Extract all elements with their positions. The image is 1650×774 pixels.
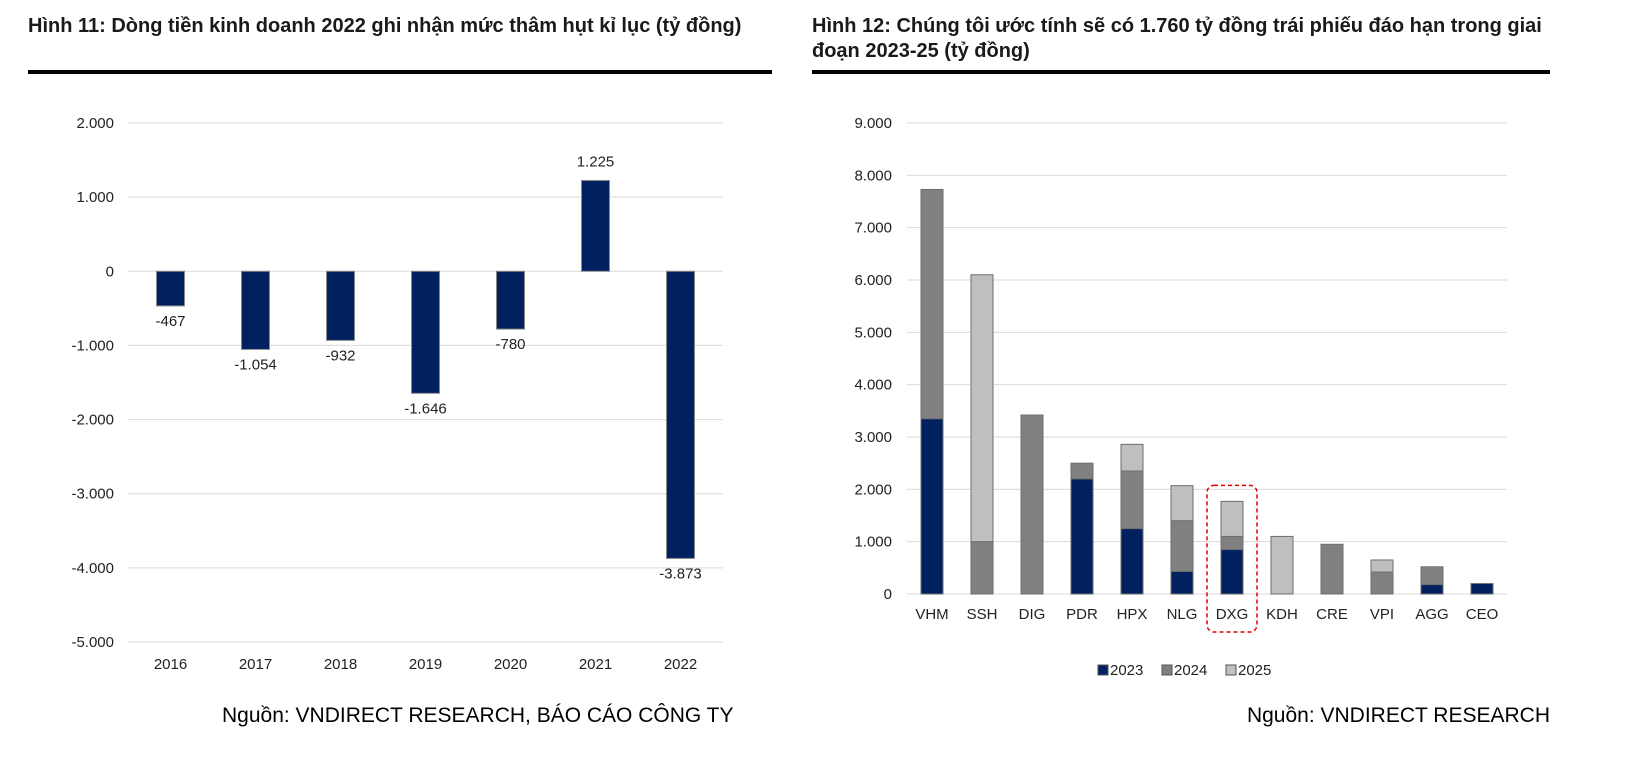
data-label: -1.646 xyxy=(404,400,447,417)
legend-swatch xyxy=(1225,664,1237,676)
y-tick-label: -3.000 xyxy=(71,486,114,503)
highlight-box xyxy=(1206,484,1258,633)
bar-segment-2025 xyxy=(970,274,994,543)
bar-segment-2024 xyxy=(1070,462,1094,480)
figure-12-title-rule xyxy=(812,70,1550,74)
x-tick-label: DXG xyxy=(1216,606,1249,623)
bar-segment-2025 xyxy=(1270,535,1294,595)
bar-segment-2023 xyxy=(1220,549,1244,595)
x-tick-label: HPX xyxy=(1117,606,1148,623)
y-tick-label: -2.000 xyxy=(71,412,114,429)
x-tick-label: KDH xyxy=(1266,606,1298,623)
y-tick-label: 9.000 xyxy=(854,115,892,132)
bar xyxy=(326,270,355,341)
x-tick-label: PDR xyxy=(1066,606,1098,623)
y-tick-label: 4.000 xyxy=(854,377,892,394)
data-label: -467 xyxy=(155,313,185,330)
y-tick-label: -4.000 xyxy=(71,560,114,577)
bar-segment-2024 xyxy=(1220,535,1244,551)
x-tick-label: 2017 xyxy=(239,656,272,673)
bar-segment-2025 xyxy=(1120,443,1144,472)
y-tick-label: 0 xyxy=(106,263,114,280)
bar-segment-2025 xyxy=(1170,485,1194,522)
x-tick-label: 2016 xyxy=(154,656,187,673)
y-tick-label: 1.000 xyxy=(854,534,892,551)
y-tick-label: 2.000 xyxy=(854,481,892,498)
y-tick-label: 6.000 xyxy=(854,272,892,289)
bar xyxy=(411,270,440,394)
x-tick-label: SSH xyxy=(967,606,998,623)
x-tick-label: VPI xyxy=(1370,606,1394,623)
y-tick-label: 7.000 xyxy=(854,220,892,237)
bar xyxy=(156,270,185,307)
figure-11-source: Nguồn: VNDIRECT RESEARCH, BÁO CÁO CÔNG T… xyxy=(222,704,734,727)
bar-segment-2023 xyxy=(1070,478,1094,595)
bar-segment-2024 xyxy=(1170,520,1194,572)
y-tick-label: 3.000 xyxy=(854,429,892,446)
legend-label: 2025 xyxy=(1238,662,1271,679)
bar-segment-2024 xyxy=(970,541,994,595)
x-tick-label: AGG xyxy=(1415,606,1448,623)
y-tick-label: 0 xyxy=(884,586,892,603)
x-tick-label: CEO xyxy=(1466,606,1499,623)
bar-segment-2024 xyxy=(1420,566,1444,586)
x-tick-label: 2019 xyxy=(409,656,442,673)
bar-segment-2023 xyxy=(920,418,944,595)
bar-segment-2024 xyxy=(1020,414,1044,595)
data-label: -1.054 xyxy=(234,356,277,373)
bar-segment-2023 xyxy=(1170,570,1194,595)
y-tick-label: 8.000 xyxy=(854,167,892,184)
data-label: -3.873 xyxy=(659,565,702,582)
y-tick-label: -5.000 xyxy=(71,634,114,651)
bar-segment-2025 xyxy=(1220,500,1244,537)
bar-segment-2024 xyxy=(1370,571,1394,595)
bar-segment-2024 xyxy=(1320,543,1344,595)
y-tick-label: 2.000 xyxy=(76,115,114,132)
y-tick-label: 1.000 xyxy=(76,189,114,206)
legend-label: 2023 xyxy=(1110,662,1143,679)
figure-12-title: Hình 12: Chúng tôi ước tính sẽ có 1.760 … xyxy=(812,15,1542,62)
bar-segment-2025 xyxy=(1370,559,1394,573)
x-tick-label: CRE xyxy=(1316,606,1348,623)
x-tick-label: 2018 xyxy=(324,656,357,673)
bar-segment-2024 xyxy=(1120,470,1144,530)
x-tick-label: DIG xyxy=(1019,606,1046,623)
y-tick-label: -1.000 xyxy=(71,337,114,354)
bar xyxy=(241,270,270,350)
bond-maturity-chart: 0 1.000 2.000 3.000 4.000 5.000 6.000 7.000 8.00… xyxy=(854,115,1507,679)
data-label: 1.225 xyxy=(577,153,615,170)
legend-swatch xyxy=(1161,664,1173,676)
legend-label: 2024 xyxy=(1174,662,1207,679)
bar-segment-2023 xyxy=(1420,584,1444,595)
x-tick-label: 2020 xyxy=(494,656,527,673)
x-tick-label: 2021 xyxy=(579,656,612,673)
bar xyxy=(581,179,610,272)
figure-11-title: Hình 11: Dòng tiền kinh doanh 2022 ghi n… xyxy=(28,15,742,37)
legend-swatch xyxy=(1097,664,1109,676)
y-tick-label: 5.000 xyxy=(854,324,892,341)
bar xyxy=(666,270,695,559)
figure-11-title-rule xyxy=(28,70,772,74)
x-tick-label: 2022 xyxy=(664,656,697,673)
figure-12-source: Nguồn: VNDIRECT RESEARCH xyxy=(1246,704,1550,727)
bar xyxy=(496,270,525,330)
x-tick-label: VHM xyxy=(915,606,948,623)
bar-segment-2024 xyxy=(920,188,944,420)
bar-segment-2023 xyxy=(1470,583,1494,595)
x-tick-label: NLG xyxy=(1167,606,1198,623)
operating-cashflow-chart: 2.000 1.000 0 -1.000 -2.000 -3.000 -4.000 -5.00… xyxy=(71,115,723,673)
bar-segment-2023 xyxy=(1120,528,1144,595)
data-label: -780 xyxy=(495,336,525,353)
data-label: -932 xyxy=(325,347,355,364)
